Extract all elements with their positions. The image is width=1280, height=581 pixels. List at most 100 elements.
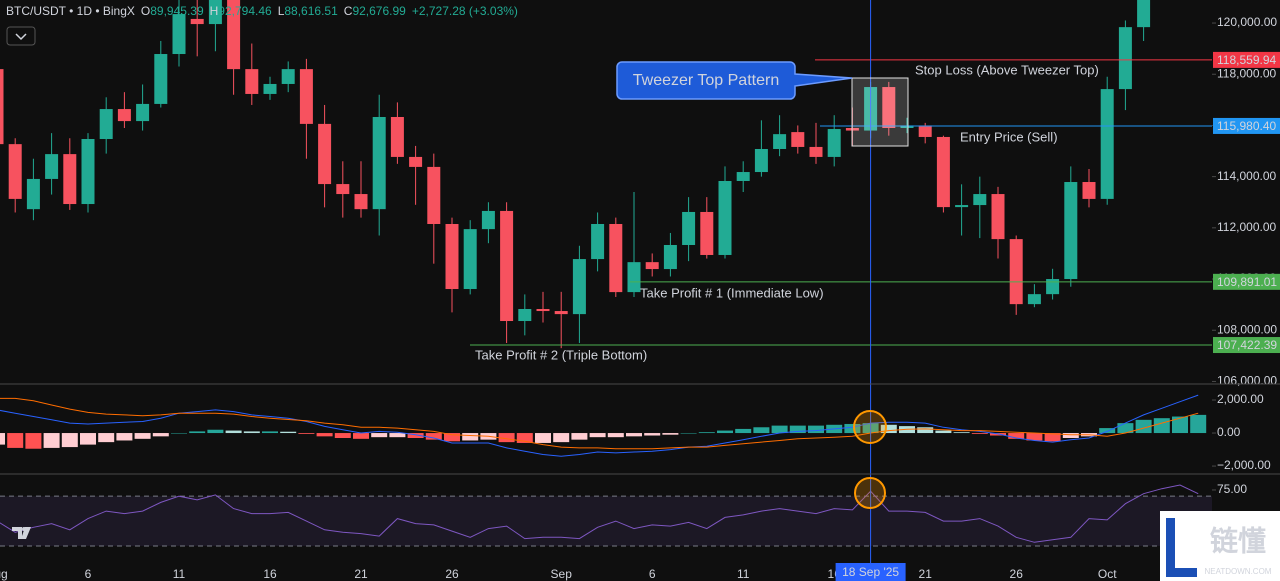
y-tick-label: 118,000.00: [1217, 66, 1276, 80]
level-text: Entry Price (Sell): [960, 129, 1058, 144]
signal-line: [0, 397, 1199, 450]
histogram-bar: [407, 433, 424, 438]
candle-body: [1009, 239, 1023, 305]
candle-body: [99, 109, 113, 140]
macd-pane: [0, 394, 1207, 457]
candle-body: [0, 69, 4, 145]
histogram-bar: [80, 433, 96, 445]
candle-body: [754, 148, 768, 173]
candle-body: [554, 311, 568, 315]
histogram-bar: [116, 433, 133, 441]
candle-body: [736, 172, 750, 181]
candle-body: [1046, 279, 1060, 295]
histogram-bar: [535, 433, 551, 443]
candle-body: [26, 178, 40, 210]
candle-body: [299, 69, 313, 124]
ohlc-key: O: [141, 4, 150, 18]
price-tag-label: 109,891.01: [1217, 275, 1277, 289]
histogram-bar: [698, 432, 715, 434]
level-text: Take Profit # 1 (Immediate Low): [640, 285, 824, 300]
x-tick-label: Sep: [551, 567, 573, 581]
ohlc-key: L: [278, 4, 285, 18]
histogram-bar: [644, 433, 661, 436]
histogram-bar: [280, 431, 297, 434]
overlay: 75.00 −2,000.00 0.00 2,000.00 120,000.00 118,…: [0, 15, 1280, 581]
histogram-bar: [425, 433, 442, 440]
candle-body: [791, 132, 805, 147]
histogram-bar: [1117, 423, 1134, 434]
price-tag-label: 107,422.39: [1217, 338, 1277, 352]
ohlc-key: C: [344, 4, 353, 18]
histogram-bar: [1135, 419, 1152, 434]
histogram-bar: [717, 430, 733, 434]
histogram-bar: [571, 433, 588, 440]
y-tick-label: 0.00: [1217, 425, 1241, 439]
candle-body: [500, 210, 514, 322]
histogram-bar: [98, 433, 115, 443]
price-tag: [1213, 337, 1280, 354]
candle-body: [627, 262, 641, 293]
ohlc-value: 92,676.99: [352, 4, 406, 18]
histogram-bar: [1062, 433, 1079, 438]
candle-body: [63, 154, 77, 205]
candle-body: [900, 125, 914, 128]
candle-body: [281, 69, 295, 84]
rsi-band: [0, 496, 1212, 547]
candle-body: [663, 244, 677, 270]
x-tick-label: Oct: [1098, 567, 1117, 581]
ohlc-value: 88,616.51: [284, 4, 338, 18]
histogram-bar: [1026, 433, 1043, 441]
candle-body: [81, 139, 95, 205]
tv-logo: [12, 527, 31, 539]
histogram-bar: [61, 433, 78, 448]
histogram-bar: [917, 427, 934, 434]
candle-body: [390, 116, 404, 157]
candle-body: [973, 194, 987, 206]
histogram-bar: [880, 424, 897, 434]
x-tick-label: Aug: [0, 567, 8, 581]
x-tick-label: 11: [173, 567, 186, 581]
candle-body: [136, 103, 150, 122]
histogram-bar: [1099, 428, 1116, 434]
histogram-bar: [1044, 433, 1061, 442]
highlight-circle: [853, 410, 887, 444]
ohlc-value: 89,945.39: [150, 4, 204, 18]
collapse-button[interactable]: [6, 26, 36, 46]
symbol: BTC/USDT • 1D • BingX: [6, 4, 135, 18]
x-tick-label: 26: [445, 567, 459, 581]
candle-body: [882, 87, 896, 128]
logo-shape: [12, 527, 31, 539]
candle-body: [682, 211, 696, 245]
histogram-bar: [353, 433, 369, 439]
histogram-bar: [0, 433, 5, 445]
candle-body: [955, 205, 969, 208]
y-tick-label: 114,000.00: [1217, 169, 1276, 183]
y-tick-label: −2,000.00: [1217, 458, 1271, 472]
button-frame[interactable]: [6, 26, 36, 46]
price-tag: [1213, 117, 1280, 134]
candle-body: [991, 194, 1005, 240]
candle-body: [117, 109, 131, 122]
candle-body: [354, 194, 368, 210]
histogram-bar: [389, 433, 406, 438]
candle-body: [718, 180, 732, 255]
histogram-bar: [1008, 433, 1025, 439]
histogram-bar: [953, 432, 970, 434]
histogram-bar: [207, 429, 224, 434]
price-tag-label: 118,559.94: [1217, 53, 1276, 67]
histogram-bar: [225, 430, 242, 434]
histogram-bar: [243, 431, 260, 434]
ohlc-key: H: [210, 4, 219, 18]
histogram-bar: [753, 427, 770, 434]
candle-body: [773, 134, 787, 149]
histogram-bar: [626, 433, 642, 437]
logo-dot: [22, 527, 26, 531]
price-pane: [0, 0, 1212, 349]
candle-body: [154, 54, 168, 104]
price-tag: [1213, 51, 1280, 68]
histogram-bar: [516, 433, 533, 443]
candle-body: [1082, 182, 1096, 199]
header: BTC/USDT • 1D • BingX O89,945.39 H92,794.4…: [6, 4, 518, 18]
candle-body: [809, 146, 823, 157]
